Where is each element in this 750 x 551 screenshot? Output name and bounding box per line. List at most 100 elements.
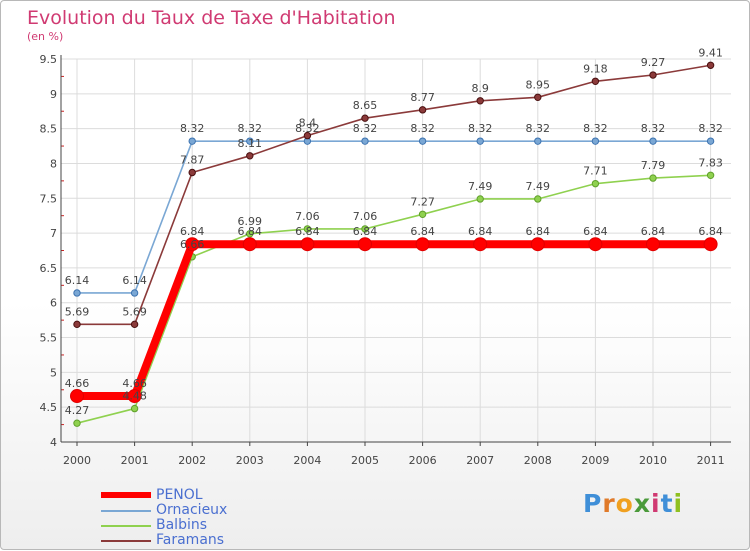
data-label: 8.32 [238, 122, 263, 135]
data-label: 8.32 [353, 122, 378, 135]
data-label: 7.79 [641, 159, 666, 172]
series-line-faramans [77, 64, 711, 326]
legend-label: Ornacieux [156, 502, 228, 518]
data-point-balbins [418, 210, 427, 218]
x-tick-label: 2003 [236, 454, 264, 467]
data-label: 5.69 [122, 305, 147, 318]
y-tick-label: 9.5 [40, 53, 58, 66]
data-point-penol [415, 237, 430, 252]
logo-letter: i [673, 489, 684, 518]
data-point-ornacieux [649, 137, 657, 145]
data-point-faramans [361, 114, 369, 122]
data-label: 6.99 [238, 215, 263, 228]
y-tick-label: 8.5 [40, 123, 58, 136]
data-point-ornacieux [130, 289, 139, 297]
data-label: 7.87 [180, 154, 205, 167]
x-tick-label: 2002 [178, 454, 206, 467]
chart-subtitle: (en %) [27, 30, 64, 43]
data-label: 8.65 [353, 99, 378, 112]
data-point-faramans [706, 61, 715, 69]
legend-label: Faramans [156, 532, 225, 548]
data-point-penol [242, 237, 257, 252]
y-tick-label: 6 [50, 297, 57, 310]
y-tick-label: 5 [50, 366, 57, 379]
data-point-faramans [476, 97, 484, 105]
data-label: 6.84 [583, 225, 608, 238]
y-tick-label: 7.5 [40, 192, 58, 205]
x-tick-label: 2011 [697, 454, 725, 467]
logo-letter: i [651, 489, 661, 518]
x-tick-label: 2004 [293, 454, 321, 467]
data-point-ornacieux [418, 137, 427, 145]
chart-title: Evolution du Taux de Taxe d'Habitation [27, 7, 396, 29]
data-label: 6.84 [641, 225, 666, 238]
logo-letter: t [660, 489, 674, 518]
data-point-ornacieux [591, 137, 600, 145]
data-point-penol [588, 237, 603, 252]
data-point-balbins [361, 225, 369, 233]
data-label: 8.9 [471, 82, 489, 95]
data-label: 8.32 [641, 122, 666, 135]
data-point-ornacieux [476, 137, 484, 145]
data-point-ornacieux [534, 137, 542, 145]
x-tick-label: 2001 [121, 454, 149, 467]
data-point-penol [703, 237, 718, 252]
data-label: 7.49 [468, 180, 493, 193]
legend-swatch [101, 540, 151, 542]
data-label: 7.83 [698, 156, 723, 169]
data-point-faramans [591, 77, 600, 85]
data-point-penol [473, 237, 488, 252]
data-label: 6.84 [526, 225, 551, 238]
data-point-penol [646, 237, 660, 252]
series-line-penol [77, 240, 711, 401]
data-point-balbins [534, 195, 542, 203]
series-line-balbins [76, 174, 711, 424]
data-point-penol [70, 389, 84, 404]
proxiti-logo: Proxiti [583, 489, 683, 518]
data-label: 8.32 [295, 122, 320, 135]
data-label: 9.27 [641, 56, 666, 69]
data-label: 4.48 [122, 390, 147, 403]
y-tick-label: 4 [50, 436, 57, 449]
data-label: 4.66 [65, 377, 90, 390]
data-point-faramans [188, 168, 196, 177]
data-label: 4.27 [65, 404, 90, 417]
data-point-penol [530, 237, 545, 252]
data-point-balbins [591, 179, 600, 188]
data-label: 6.84 [468, 225, 493, 238]
logo-letter: x [633, 489, 651, 518]
logo-letter: P [583, 489, 603, 518]
logo-letter: o [615, 489, 634, 518]
y-tick-label: 7 [50, 227, 57, 240]
data-point-faramans [534, 93, 542, 102]
data-point-faramans [418, 106, 427, 114]
data-label: 8.32 [698, 122, 723, 135]
data-label: 8.32 [526, 122, 551, 135]
data-point-balbins [130, 404, 139, 413]
data-point-faramans [246, 152, 254, 160]
data-point-ornacieux [361, 137, 369, 145]
data-label: 6.84 [295, 225, 320, 238]
data-point-ornacieux [188, 137, 196, 145]
x-tick-label: 2008 [524, 454, 552, 467]
data-label: 8.4 [299, 117, 317, 130]
data-label: 6.84 [353, 225, 378, 238]
data-point-ornacieux [706, 137, 715, 145]
data-point-penol [127, 389, 142, 404]
data-point-penol [358, 237, 372, 252]
logo-letter: r [602, 489, 616, 518]
y-tick-label: 5.5 [40, 332, 58, 345]
data-label: 8.32 [410, 122, 435, 135]
data-point-penol [300, 237, 315, 252]
y-tick-label: 8 [50, 157, 57, 170]
data-label: 9.18 [583, 62, 608, 75]
legend-label: PENOL [156, 487, 203, 503]
series-line-ornacieux [77, 140, 711, 294]
data-label: 7.71 [583, 165, 608, 178]
data-point-balbins [303, 225, 312, 233]
data-point-penol [185, 237, 200, 252]
x-tick-label: 2010 [639, 454, 667, 467]
data-label: 6.84 [180, 225, 205, 238]
